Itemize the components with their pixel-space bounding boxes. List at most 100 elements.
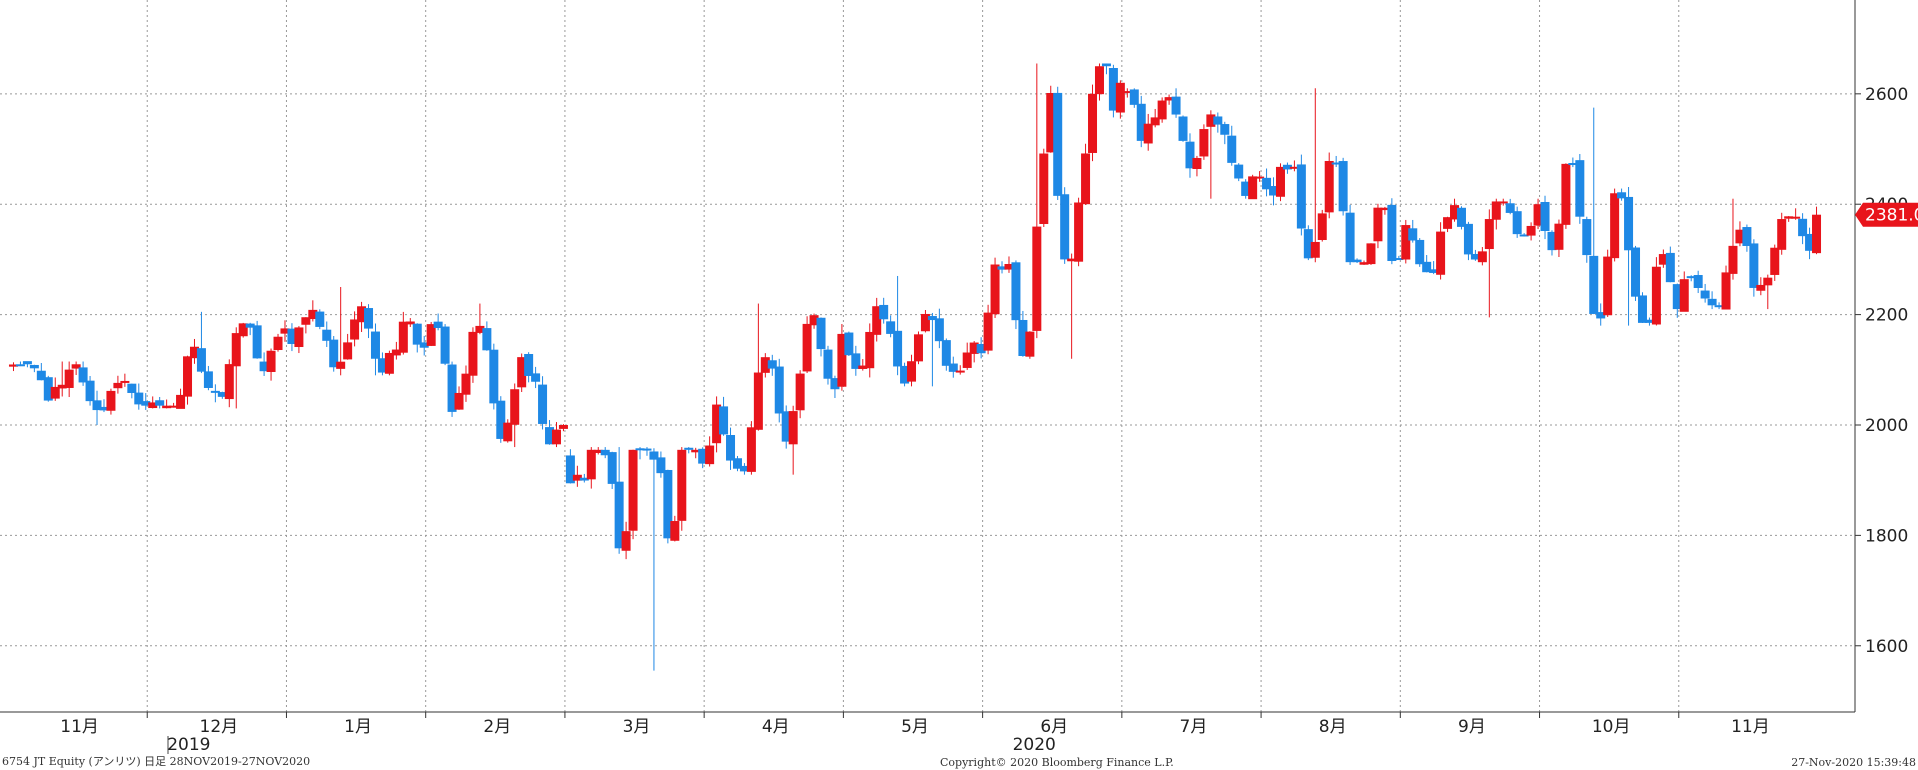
- candle-body-down: [1596, 312, 1606, 319]
- candle-body-down: [1714, 305, 1724, 308]
- candle-body-down: [579, 477, 589, 481]
- candle-body-down: [22, 361, 32, 365]
- candle-body-down: [698, 448, 708, 464]
- x-month-label: 11月: [60, 717, 99, 737]
- candle-body-down: [1589, 255, 1599, 314]
- candle-body-down: [1338, 161, 1348, 212]
- candle-body-down: [663, 469, 673, 539]
- candle-body-down: [1463, 223, 1473, 255]
- candle-body-up: [398, 321, 408, 353]
- candle-body-down: [252, 325, 262, 359]
- candle-body-up: [1115, 82, 1125, 113]
- x-month-label: 11月: [1731, 717, 1770, 737]
- candle-body-up: [148, 402, 158, 409]
- candle-body-up: [1533, 204, 1543, 226]
- candle-body-up: [189, 346, 199, 359]
- candle-body-up: [1380, 207, 1390, 211]
- candle-body-up: [1526, 225, 1536, 236]
- candle-body-up: [621, 531, 631, 551]
- candle-body-down: [127, 383, 137, 393]
- candle-body-up: [176, 394, 186, 409]
- x-month-label: 6月: [1040, 717, 1068, 737]
- candle-body-down: [1512, 211, 1522, 235]
- candle-body-down: [1693, 275, 1703, 289]
- candle-body-down: [1672, 284, 1682, 310]
- y-tick-label: 2200: [1865, 306, 1908, 326]
- last-price-label: 2381.0: [1865, 206, 1918, 226]
- candle-body-down: [1129, 89, 1139, 105]
- candle-body-down: [1241, 181, 1251, 196]
- candle-body-down: [245, 323, 255, 328]
- candle-body-up: [837, 333, 847, 387]
- candle-body-up: [1046, 92, 1056, 153]
- candle-body-down: [719, 406, 729, 435]
- candle-body-up: [113, 382, 123, 389]
- candle-body-up: [1770, 247, 1780, 275]
- candle-body-up: [1477, 251, 1487, 263]
- candle-body-up: [712, 404, 722, 444]
- x-year-label: 2019: [167, 735, 210, 755]
- candle-body-up: [969, 342, 979, 354]
- candle-body-up: [1777, 219, 1787, 250]
- candle-body-up: [795, 373, 805, 411]
- candle-body-up: [1812, 214, 1822, 254]
- candle-body-down: [1631, 247, 1641, 297]
- x-month-label: 3月: [623, 717, 651, 737]
- x-month-label: 8月: [1319, 717, 1347, 737]
- candle-body-down: [489, 349, 499, 404]
- candle-body-up: [1088, 93, 1098, 153]
- candle-body-up: [1721, 272, 1731, 310]
- candle-body-up: [266, 350, 276, 372]
- candle-body-down: [1422, 261, 1432, 273]
- footer-ticker: 6754 JT Equity (アンリツ) 日足 28NOV2019-27NOV…: [2, 755, 311, 768]
- candle-body-down: [893, 330, 903, 367]
- candle-body-down: [134, 392, 144, 405]
- candle-body-down: [377, 358, 387, 373]
- candle-body-up: [1603, 256, 1613, 316]
- candle-body-down: [1220, 124, 1230, 135]
- candle-body-down: [900, 365, 910, 384]
- candle-body-down: [1303, 229, 1313, 259]
- candlestick-series: [8, 63, 1822, 671]
- candle-body-up: [1081, 153, 1091, 205]
- candle-body-down: [927, 316, 937, 321]
- candle-body-down: [830, 378, 840, 390]
- last-price-marker: [1855, 202, 1918, 227]
- candle-body-down: [531, 373, 541, 382]
- candle-body-down: [1582, 219, 1592, 256]
- candle-body-down: [1269, 186, 1279, 196]
- y-tick-label: 1800: [1865, 526, 1908, 546]
- candle-body-down: [1011, 262, 1021, 321]
- candle-body-up: [1658, 254, 1668, 265]
- candle-body-down: [1262, 177, 1272, 190]
- candle-body-up: [391, 349, 401, 356]
- candle-body-down: [886, 321, 896, 334]
- candle-body-up: [517, 357, 527, 388]
- candle-body-down: [600, 449, 610, 456]
- candle-body-up: [920, 313, 930, 332]
- candle-body-down: [1805, 233, 1815, 251]
- candle-body-up: [426, 324, 436, 346]
- grid-lines: [0, 0, 1855, 712]
- candle-body-up: [558, 424, 568, 429]
- candle-body-up: [1032, 226, 1042, 331]
- candle-body-down: [934, 318, 944, 342]
- candle-body-down: [482, 328, 492, 351]
- candle-body-up: [1373, 207, 1383, 242]
- candle-body-down: [1624, 196, 1634, 251]
- candle-body-down: [1213, 116, 1223, 125]
- candle-body-up: [1248, 176, 1258, 200]
- candle-body-up: [50, 386, 60, 399]
- candle-body-up: [1004, 264, 1014, 270]
- candle-body-up: [1150, 117, 1160, 126]
- candle-body-down: [85, 380, 95, 402]
- candle-body-down: [92, 400, 102, 411]
- candle-body-down: [210, 390, 220, 393]
- candle-body-up: [1039, 153, 1049, 225]
- x-month-label: 9月: [1458, 717, 1486, 737]
- candle-body-down: [329, 339, 339, 368]
- candle-body-down: [823, 349, 833, 379]
- x-year-label: 2020: [1013, 735, 1056, 755]
- candle-body-down: [948, 363, 958, 372]
- candle-body-up: [1679, 279, 1689, 312]
